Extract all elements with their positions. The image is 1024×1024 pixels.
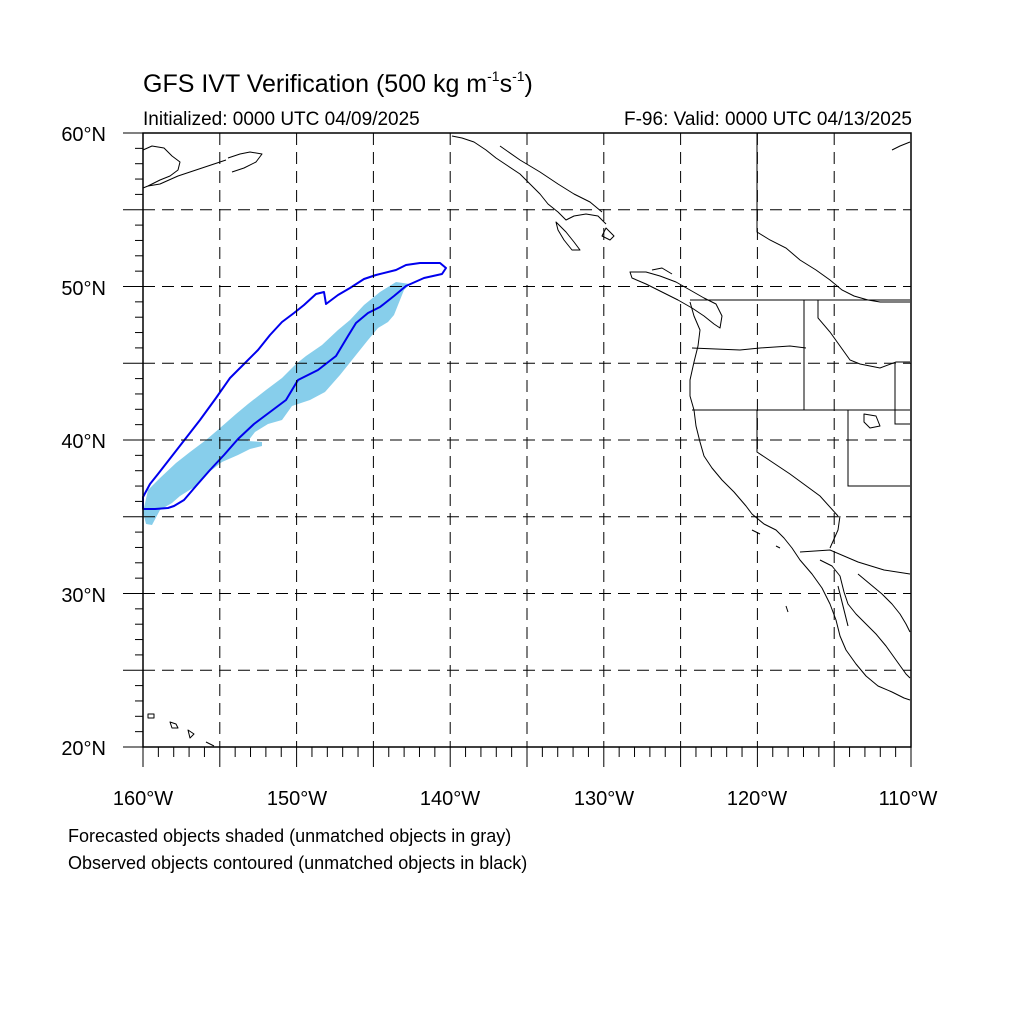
- footer-forecast-note: Forecasted objects shaded (unmatched obj…: [68, 826, 512, 846]
- axis-ticks: [123, 132, 912, 767]
- lon-label-120w: 120°W: [727, 788, 787, 810]
- title-exponent-2: -1: [512, 68, 525, 84]
- lon-label-150w: 150°W: [267, 788, 327, 810]
- lat-label-30n: 30°N: [61, 585, 106, 607]
- lat-lon-grid: [143, 133, 911, 747]
- title-unit-s: s: [499, 70, 513, 98]
- political-borders: [690, 133, 911, 575]
- lon-label-130w: 130°W: [574, 788, 634, 810]
- title-text: GFS IVT Verification (500 kg m: [143, 70, 488, 98]
- forecast-object-shaded: [143, 282, 410, 525]
- initialized-time: Initialized: 0000 UTC 04/09/2025: [143, 109, 420, 130]
- observed-object-contour: [142, 262, 447, 510]
- title-end: ): [524, 70, 533, 98]
- map-frame: [142, 132, 912, 748]
- valid-time: F-96: Valid: 0000 UTC 04/13/2025: [624, 109, 912, 130]
- lon-label-140w: 140°W: [420, 788, 480, 810]
- lat-label-50n: 50°N: [61, 278, 106, 300]
- lon-label-110w: 110°W: [879, 788, 938, 810]
- lon-label-160w: 160°W: [113, 788, 173, 810]
- lat-label-60n: 60°N: [61, 124, 106, 146]
- coastlines: [142, 135, 911, 747]
- footer-observed-note: Observed objects contoured (unmatched ob…: [68, 853, 528, 873]
- map-title: GFS IVT Verification (500 kg m-1s-1): [143, 68, 533, 99]
- title-exponent-1: -1: [487, 68, 500, 84]
- lat-label-40n: 40°N: [61, 431, 106, 453]
- lat-label-20n: 20°N: [61, 738, 106, 760]
